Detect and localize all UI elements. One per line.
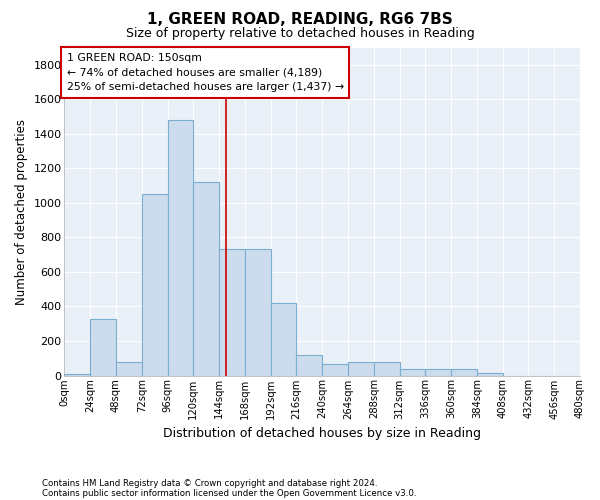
Bar — [322, 364, 348, 376]
Bar — [142, 194, 167, 376]
Bar — [425, 370, 451, 376]
Bar — [193, 182, 219, 376]
Bar — [451, 370, 477, 376]
Text: 1 GREEN ROAD: 150sqm
← 74% of detached houses are smaller (4,189)
25% of semi-de: 1 GREEN ROAD: 150sqm ← 74% of detached h… — [67, 52, 344, 92]
Bar — [400, 370, 425, 376]
Bar — [348, 362, 374, 376]
Bar — [477, 373, 503, 376]
Bar — [116, 362, 142, 376]
Bar — [296, 355, 322, 376]
Y-axis label: Number of detached properties: Number of detached properties — [15, 118, 28, 304]
Bar — [271, 303, 296, 376]
Text: Size of property relative to detached houses in Reading: Size of property relative to detached ho… — [125, 28, 475, 40]
Bar — [167, 120, 193, 376]
Text: Contains public sector information licensed under the Open Government Licence v3: Contains public sector information licen… — [42, 488, 416, 498]
Text: 1, GREEN ROAD, READING, RG6 7BS: 1, GREEN ROAD, READING, RG6 7BS — [147, 12, 453, 28]
Bar — [90, 318, 116, 376]
Bar — [64, 374, 90, 376]
Bar — [374, 362, 400, 376]
X-axis label: Distribution of detached houses by size in Reading: Distribution of detached houses by size … — [163, 427, 481, 440]
Bar — [219, 250, 245, 376]
Text: Contains HM Land Registry data © Crown copyright and database right 2024.: Contains HM Land Registry data © Crown c… — [42, 478, 377, 488]
Bar — [245, 250, 271, 376]
